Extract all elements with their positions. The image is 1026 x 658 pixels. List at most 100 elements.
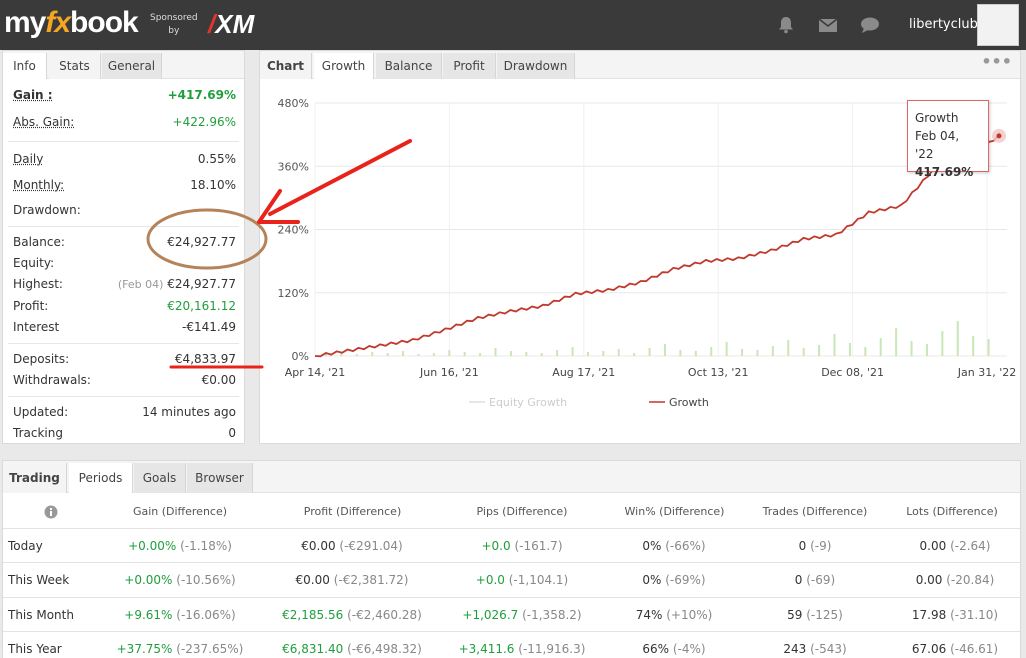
highest-row: Highest: (Feb 04) €24,927.77 bbox=[13, 275, 236, 293]
tooltip-value: 417.69% bbox=[915, 165, 974, 179]
abs-gain-label[interactable]: Abs. Gain: bbox=[13, 115, 75, 129]
win-difference: (-66%) bbox=[665, 539, 706, 553]
x-tick-label: Aug 17, '21 bbox=[552, 366, 615, 379]
deposits-row: Deposits: €4,833.97 bbox=[13, 350, 236, 368]
tracking-row: Tracking 0 bbox=[13, 424, 236, 442]
bell-icon[interactable] bbox=[776, 15, 796, 35]
pips-difference: (-11,916.3) bbox=[518, 642, 586, 656]
tooltip-series: Growth bbox=[915, 111, 959, 125]
volume-bar bbox=[571, 347, 574, 356]
volume-bar bbox=[848, 343, 851, 356]
trades-difference: (-125) bbox=[806, 608, 843, 622]
volume-bar bbox=[987, 339, 990, 356]
tooltip-date: Feb 04, '22 bbox=[915, 129, 960, 161]
col-gain: Gain (Difference) bbox=[132, 505, 228, 518]
trades-difference: (-69) bbox=[806, 573, 836, 587]
info-tabs: Info Stats General bbox=[3, 51, 244, 79]
cell-win: 66% (-4%) bbox=[594, 640, 754, 658]
drawdown-row: Drawdown: bbox=[13, 201, 236, 219]
interest-value: -€141.49 bbox=[182, 320, 236, 334]
drawdown-label: Drawdown: bbox=[13, 203, 81, 217]
cell-win: 0% (-69%) bbox=[594, 571, 754, 589]
tab-info[interactable]: Info bbox=[3, 53, 47, 79]
volume-bar bbox=[617, 349, 620, 356]
pips-value: +1,026.7 bbox=[462, 608, 519, 622]
volume-bar bbox=[494, 348, 497, 356]
volume-bar bbox=[956, 321, 959, 356]
lots-value: 0.00 bbox=[915, 573, 943, 587]
cell-profit: €0.00 (-€2,381.72) bbox=[272, 571, 432, 589]
periods-panel: Trading Periods Goals Browser bbox=[2, 460, 1021, 658]
table-row-divider bbox=[3, 562, 1020, 563]
cell-win: 0% (-66%) bbox=[594, 537, 754, 555]
col-lots: Lots (Difference) bbox=[906, 505, 998, 518]
profit-difference: (-€291.04) bbox=[339, 539, 403, 553]
tab-chart[interactable]: Chart bbox=[260, 53, 312, 79]
gain-row: Gain : +417.69% bbox=[13, 86, 236, 104]
tracking-value: 0 bbox=[228, 426, 236, 440]
volume-bar bbox=[664, 344, 666, 356]
lots-value: 0.00 bbox=[919, 539, 947, 553]
x-tick-label: Jan 31, '22 bbox=[957, 366, 1016, 379]
cell-pips: +0.0 (-1,104.1) bbox=[442, 571, 602, 589]
gain-label[interactable]: Gain : bbox=[13, 88, 53, 102]
tab-trading[interactable]: Trading bbox=[3, 463, 67, 493]
chat-icon[interactable] bbox=[860, 15, 880, 35]
highest-date: (Feb 04) bbox=[117, 278, 164, 291]
trades-difference: (-543) bbox=[810, 642, 847, 656]
monthly-label[interactable]: Monthly: bbox=[13, 178, 65, 192]
cell-gain: +0.00% (-1.18%) bbox=[100, 537, 260, 555]
tab-goals[interactable]: Goals bbox=[134, 463, 186, 493]
volume-bar bbox=[694, 351, 697, 356]
withdrawals-row: Withdrawals: €0.00 bbox=[13, 371, 236, 389]
balance-row: Balance: €24,927.77 bbox=[13, 233, 236, 251]
volume-bar bbox=[818, 345, 821, 356]
period-label: This Week bbox=[8, 573, 70, 587]
tab-general[interactable]: General bbox=[102, 53, 162, 79]
info-icon[interactable] bbox=[44, 505, 58, 519]
updated-label: Updated: bbox=[13, 405, 69, 419]
lots-difference: (-46.61) bbox=[950, 642, 999, 656]
legend-equity-growth: Equity Growth bbox=[489, 396, 567, 409]
y-tick-label: 120% bbox=[278, 287, 309, 300]
volume-bar bbox=[448, 350, 451, 356]
win-difference: (+10%) bbox=[666, 608, 713, 622]
avatar[interactable] bbox=[977, 4, 1019, 46]
cell-gain: +9.61% (-16.06%) bbox=[100, 606, 260, 624]
volume-bar bbox=[941, 331, 944, 356]
ellipsis-icon[interactable]: ••• bbox=[981, 52, 1012, 71]
myfxbook-logo[interactable]: myfxbook bbox=[4, 6, 139, 39]
tab-balance[interactable]: Balance bbox=[376, 53, 442, 79]
volume-bar bbox=[895, 328, 898, 356]
cell-lots: 67.06 (-46.61) bbox=[875, 640, 1026, 658]
divider bbox=[8, 226, 239, 227]
cell-win: 74% (+10%) bbox=[594, 606, 754, 624]
daily-label[interactable]: Daily bbox=[13, 152, 44, 166]
chart-tooltip: Growth Feb 04, '22 417.69% bbox=[907, 100, 989, 179]
deposits-label: Deposits: bbox=[13, 352, 70, 366]
tab-drawdown[interactable]: Drawdown bbox=[497, 53, 575, 79]
username-link[interactable]: libertyclub bbox=[909, 17, 978, 32]
table-row-divider bbox=[3, 528, 1020, 529]
periods-tabs: Trading Periods Goals Browser bbox=[3, 461, 1020, 493]
x-tick-label: Dec 08, '21 bbox=[821, 366, 884, 379]
tab-profit[interactable]: Profit bbox=[443, 53, 496, 79]
volume-bar bbox=[417, 354, 420, 356]
tab-growth[interactable]: Growth bbox=[314, 53, 374, 79]
period-label: Today bbox=[8, 539, 43, 553]
cell-pips: +0.0 (-161.7) bbox=[442, 537, 602, 555]
win-value: 66% bbox=[642, 642, 670, 656]
mail-icon[interactable] bbox=[818, 15, 838, 35]
volume-bar bbox=[879, 338, 882, 356]
lots-value: 67.06 bbox=[911, 642, 947, 656]
volume-bar bbox=[540, 353, 543, 356]
tab-browser[interactable]: Browser bbox=[187, 463, 253, 493]
cell-lots: 17.98 (-31.10) bbox=[875, 606, 1026, 624]
profit-value: €6,831.40 bbox=[282, 642, 344, 656]
volume-bar bbox=[463, 352, 466, 356]
tab-stats[interactable]: Stats bbox=[49, 53, 101, 79]
volume-bar bbox=[602, 351, 605, 356]
tab-periods[interactable]: Periods bbox=[69, 463, 133, 493]
table-row-divider bbox=[3, 597, 1020, 598]
xm-logo[interactable]: /XM bbox=[208, 9, 255, 39]
